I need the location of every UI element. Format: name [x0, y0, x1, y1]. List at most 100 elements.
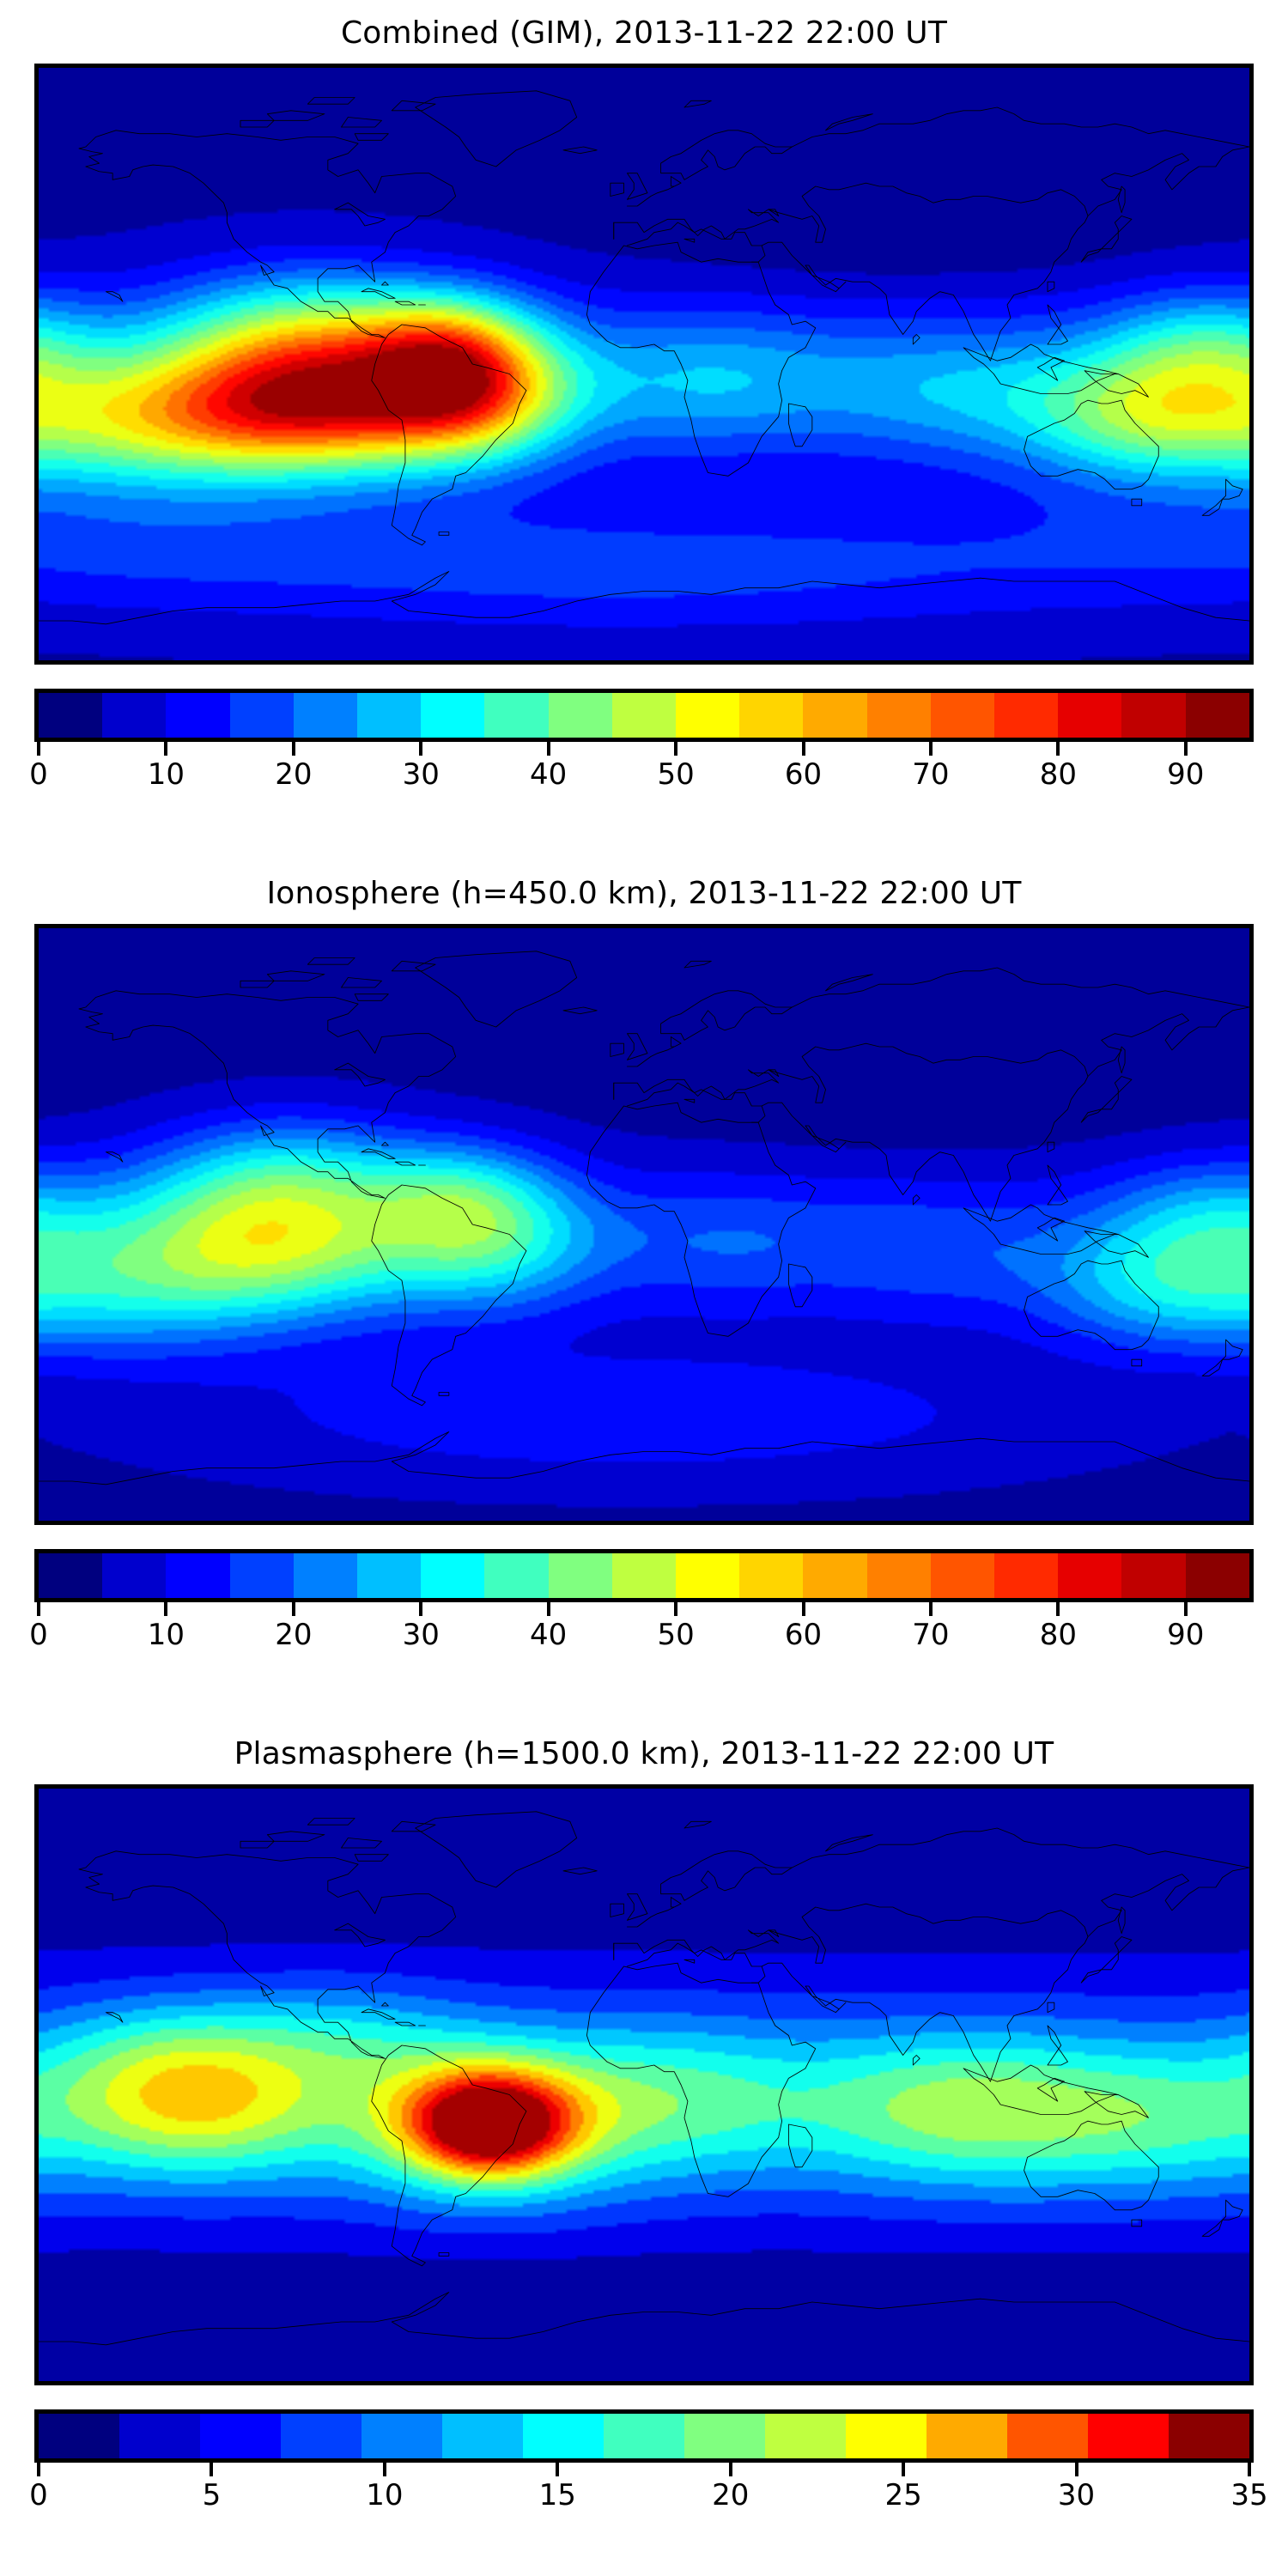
panel-title: Ionosphere (h=450.0 km), 2013-11-22 22:0…	[266, 876, 1022, 911]
coastline-path	[267, 971, 325, 981]
coastline-path	[963, 344, 1118, 394]
colorbar-tick-label: 15	[538, 2478, 576, 2512]
colorbar-segment	[229, 1553, 294, 1598]
colorbar-segment	[676, 1553, 740, 1598]
coastline-path	[762, 183, 1088, 361]
colorbar-segment	[442, 2414, 523, 2458]
colorbar-tick	[902, 2463, 906, 2476]
coastline-path	[267, 111, 325, 121]
coastline-path	[614, 210, 779, 239]
coastline-path	[586, 242, 815, 476]
coastline-path	[627, 1943, 765, 1983]
coastline-path	[826, 1835, 873, 1851]
colorbar-tick	[291, 1602, 295, 1616]
colorbar-tick-label: 20	[712, 2478, 750, 2512]
colorbar-tick-label: 50	[657, 757, 695, 792]
coastline-path	[39, 572, 1249, 624]
colorbar-segment	[484, 1553, 549, 1598]
coastline-path	[395, 301, 416, 305]
colorbar-segment	[1058, 1553, 1122, 1598]
colorbar-segment	[994, 1553, 1059, 1598]
colorbar-segment	[866, 1553, 931, 1598]
coastline-path	[106, 1152, 123, 1163]
colorbar-segment	[930, 693, 995, 738]
colorbar-segment	[102, 693, 167, 738]
colorbar-segment	[927, 2414, 1007, 2458]
colorbar-segment	[739, 693, 804, 738]
map-plot-ionosphere-450	[34, 924, 1254, 1525]
coastline-path	[1088, 1868, 1249, 1937]
coastline-path	[963, 2065, 1118, 2115]
coastline-path	[1024, 2121, 1159, 2210]
colorbar-segment	[548, 693, 612, 738]
coastline-path	[1048, 2002, 1054, 2013]
coastline-path	[240, 981, 274, 987]
coastline-path	[355, 994, 388, 1001]
coastline-path	[382, 282, 389, 285]
colorbar-tick	[164, 1602, 168, 1616]
colorbar-segment	[200, 2414, 281, 2458]
coastline-path	[762, 1904, 1088, 2081]
coastline-path	[1202, 479, 1242, 515]
map-plot-plasmasphere-1500	[34, 1784, 1254, 2385]
colorbar-segment	[421, 1553, 485, 1598]
coastline-path	[1118, 186, 1125, 213]
coastline-path	[963, 1205, 1118, 1255]
colorbar-tick-label: 40	[530, 1618, 568, 1652]
panel-title: Plasmasphere (h=1500.0 km), 2013-11-22 2…	[234, 1736, 1054, 1771]
coastline-path	[1048, 282, 1054, 291]
colorbar-tick-label: 30	[402, 1618, 440, 1652]
coastline-path	[684, 1821, 711, 1828]
coastline-path	[395, 2022, 416, 2026]
coastline-path	[1088, 1007, 1249, 1077]
colorbar-segment	[765, 2414, 846, 2458]
coastline-path	[614, 1070, 779, 1100]
colorbar-tick	[291, 742, 295, 756]
colorbar-tick	[1183, 742, 1188, 756]
colorbar-ionosphere-450: 0 10 20 30 40 50 60 70 80 90	[29, 1549, 1254, 1657]
colorbar-segment	[1121, 693, 1186, 738]
coastline-path	[361, 2009, 395, 2020]
coastline-path	[439, 1393, 449, 1396]
coastline-path	[1048, 2026, 1068, 2065]
coastline-path	[307, 958, 355, 965]
colorbar-segment	[1121, 1553, 1186, 1598]
colorbar-tick-row	[34, 1602, 1254, 1616]
coastline-path	[1202, 2200, 1242, 2236]
colorbar-tick-label: 90	[1167, 757, 1205, 792]
coastline-path	[342, 118, 382, 128]
coastline-path	[1037, 2078, 1064, 2101]
colorbar-tick	[210, 2463, 214, 2476]
colorbar-tick	[801, 1602, 805, 1616]
coastline-path	[79, 991, 456, 1199]
coastline-path	[563, 1868, 597, 1874]
colorbar-tick-label: 30	[402, 757, 440, 792]
colorbar-tick-label: 90	[1167, 1618, 1205, 1652]
coastline-path	[1048, 1142, 1054, 1152]
coastline-overlay	[39, 928, 1249, 1521]
coastline-path	[1118, 1907, 1125, 1934]
colorbar-segment	[611, 1553, 677, 1598]
coastline-path	[240, 120, 274, 127]
coastline-path	[335, 203, 386, 226]
colorbar-tick-label: 0	[29, 1618, 48, 1652]
coastline-path	[1048, 1165, 1068, 1205]
coastline-path	[684, 100, 711, 107]
coastline-path	[1132, 1359, 1142, 1366]
coastline-path	[1081, 1937, 1132, 1984]
coastline-path	[39, 2293, 1249, 2345]
coastline-overlay	[39, 68, 1249, 660]
colorbar-tick	[728, 2463, 732, 2476]
colorbar-segment	[357, 693, 422, 738]
colorbar-tick	[674, 742, 678, 756]
colorbar-tick	[674, 1602, 678, 1616]
coastline-path	[684, 1099, 695, 1103]
coastline-path	[684, 961, 711, 968]
colorbar-tick	[1056, 1602, 1060, 1616]
coastline-path	[416, 91, 577, 167]
colorbar-tick	[382, 2463, 386, 2476]
colorbar-segment	[39, 693, 103, 738]
coastline-path	[792, 107, 1249, 147]
colorbar-tick-label: 80	[1039, 757, 1077, 792]
